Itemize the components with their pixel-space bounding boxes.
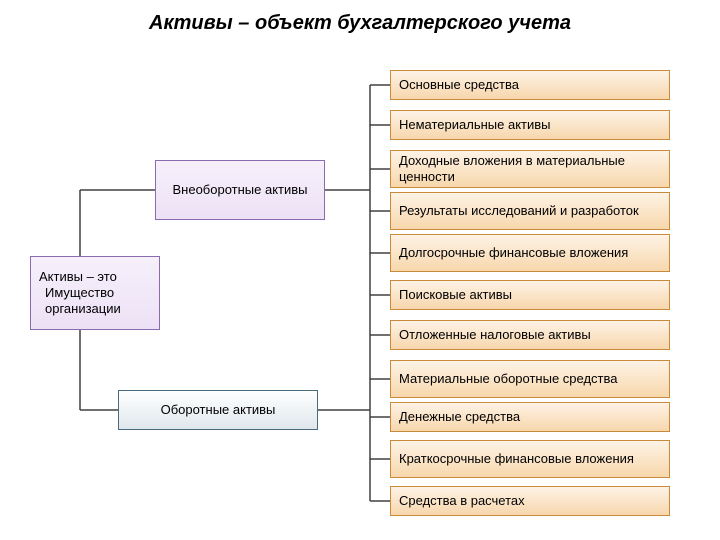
right-item-8: Денежные средства xyxy=(390,402,670,432)
right-item-label-4: Долгосрочные финансовые вложения xyxy=(399,245,628,261)
category-current-assets: Оборотные активы xyxy=(118,390,318,430)
category1-label: Внеоборотные активы xyxy=(172,182,307,198)
right-item-label-2: Доходные вложения в материальные ценност… xyxy=(399,153,661,186)
right-item-label-5: Поисковые активы xyxy=(399,287,512,303)
right-item-7: Материальные оборотные средства xyxy=(390,360,670,398)
category2-label: Оборотные активы xyxy=(161,402,276,418)
right-item-label-0: Основные средства xyxy=(399,77,519,93)
right-item-label-7: Материальные оборотные средства xyxy=(399,371,618,387)
right-item-1: Нематериальные активы xyxy=(390,110,670,140)
category-non-current-assets: Внеоборотные активы xyxy=(155,160,325,220)
right-item-label-6: Отложенные налоговые активы xyxy=(399,327,591,343)
right-item-4: Долгосрочные финансовые вложения xyxy=(390,234,670,272)
right-item-label-8: Денежные средства xyxy=(399,409,520,425)
right-item-9: Краткосрочные финансовые вложения xyxy=(390,440,670,478)
right-item-label-3: Результаты исследований и разработок xyxy=(399,203,639,219)
right-item-2: Доходные вложения в материальные ценност… xyxy=(390,150,670,188)
right-item-5: Поисковые активы xyxy=(390,280,670,310)
right-item-10: Средства в расчетах xyxy=(390,486,670,516)
right-item-3: Результаты исследований и разработок xyxy=(390,192,670,230)
right-item-6: Отложенные налоговые активы xyxy=(390,320,670,350)
root-box-assets: Активы – это Имущество организации xyxy=(30,256,160,330)
diagram-title: Активы – объект бухгалтерского учета xyxy=(0,12,720,35)
right-item-label-10: Средства в расчетах xyxy=(399,493,525,509)
right-item-label-1: Нематериальные активы xyxy=(399,117,551,133)
root-line2: Имущество xyxy=(39,285,114,301)
root-line1: Активы – это xyxy=(39,269,117,285)
root-line3: организации xyxy=(39,301,121,317)
right-item-0: Основные средства xyxy=(390,70,670,100)
right-item-label-9: Краткосрочные финансовые вложения xyxy=(399,451,634,467)
